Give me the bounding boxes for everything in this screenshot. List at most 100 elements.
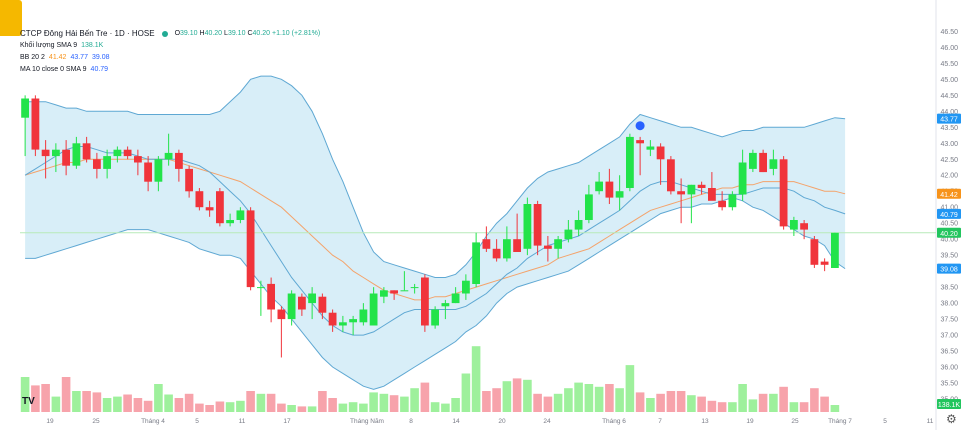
volume-bar xyxy=(799,402,809,412)
candle-body xyxy=(277,309,286,320)
volume-bar xyxy=(471,346,481,412)
y-tick-label: 44.50 xyxy=(940,93,958,100)
volume-bar xyxy=(728,402,737,412)
volume-bar xyxy=(236,400,245,412)
candle-body xyxy=(62,149,70,166)
volume-bar xyxy=(61,377,71,412)
volume-bar xyxy=(277,403,286,412)
legend-ma-row[interactable]: MA 10 close 0 SMA 9 40.79 xyxy=(20,64,320,76)
legend-bb-row[interactable]: BB 20 2 41.42 43.77 39.08 xyxy=(20,52,320,64)
settings-icon[interactable]: ⚙ xyxy=(946,412,957,426)
volume-bar xyxy=(482,391,491,412)
y-tick-label: 46.00 xyxy=(940,45,958,52)
candle-body xyxy=(544,245,552,249)
volume-bar xyxy=(830,405,840,412)
x-tick-label: 19 xyxy=(746,418,754,425)
candle-body xyxy=(472,242,480,284)
volume-bar xyxy=(51,396,61,412)
x-tick-label: Tháng 4 xyxy=(141,418,165,425)
candle-body xyxy=(226,220,234,224)
volume-bar xyxy=(605,384,614,412)
candle-body xyxy=(246,210,255,288)
candle-body xyxy=(236,210,245,220)
volume-bar xyxy=(748,399,758,412)
volume-bar xyxy=(31,385,40,412)
volume-bar xyxy=(102,398,112,412)
volume-bar xyxy=(400,396,409,412)
candle-body xyxy=(523,204,532,249)
candle-body xyxy=(800,223,808,230)
candle-body xyxy=(462,280,470,294)
y-tick-label: 45.50 xyxy=(940,61,958,68)
volume-sma-label: Khối lượng SMA 9 xyxy=(20,42,78,49)
x-tick-label: 25 xyxy=(791,418,799,425)
candle-body xyxy=(369,293,378,326)
candle-body xyxy=(503,239,511,259)
price-label-box xyxy=(937,227,961,238)
candle-body xyxy=(779,159,788,227)
volume-bar xyxy=(174,398,184,412)
volume-bar xyxy=(779,386,788,412)
event-marker xyxy=(635,121,645,131)
volume-bar xyxy=(20,377,30,412)
y-tick-label: 42.00 xyxy=(940,173,958,180)
candle-body xyxy=(636,140,644,144)
volume-bar xyxy=(676,391,686,412)
candle-body xyxy=(585,194,593,220)
price-label-box xyxy=(937,263,961,274)
y-tick-label: 38.00 xyxy=(940,301,958,308)
volume-bar xyxy=(564,388,573,412)
candle-body xyxy=(267,283,275,310)
y-tick-label: 40.50 xyxy=(940,221,958,228)
candle-body xyxy=(482,239,491,249)
volume-bar xyxy=(338,403,348,412)
x-tick-label: Tháng 6 xyxy=(602,418,626,425)
candle-body xyxy=(769,159,778,169)
y-tick-label: 37.00 xyxy=(940,333,958,340)
candle-body xyxy=(697,184,706,188)
candle-body xyxy=(72,143,81,166)
volume-bar xyxy=(205,405,214,412)
volume-bar xyxy=(769,393,778,412)
x-tick-label: Tháng Năm xyxy=(350,418,384,425)
candle-body xyxy=(441,303,450,307)
legend-title-row: CTCP Đông Hải Bến Tre · 1D · HOSE O39.10… xyxy=(20,28,320,40)
volume-bar xyxy=(717,402,727,412)
x-tick-label: 13 xyxy=(701,418,709,425)
candle-body xyxy=(687,184,696,195)
volume-bar xyxy=(820,396,829,412)
y-tick-label: 43.00 xyxy=(940,141,958,148)
volume-bar xyxy=(789,402,799,412)
price-label-text: 40.20 xyxy=(940,231,958,238)
ma-value: 40.79 xyxy=(90,66,109,73)
bb-upper-line xyxy=(25,75,846,278)
volume-bar xyxy=(41,384,50,412)
price-label-text: 40.79 xyxy=(940,212,958,219)
legend-volume-row[interactable]: Khối lượng SMA 9 138.1K xyxy=(20,40,320,52)
volume-bar xyxy=(184,393,194,412)
candle-body xyxy=(144,162,152,182)
volume-bar xyxy=(133,398,143,412)
candle-body xyxy=(328,312,337,326)
tradingview-logo[interactable]: TV xyxy=(22,396,35,407)
x-tick-label: 11 xyxy=(927,418,934,425)
volume-bar xyxy=(625,365,635,412)
o-value: 39.10 xyxy=(180,30,198,37)
volume-bar xyxy=(154,384,163,412)
candle-body xyxy=(810,239,819,265)
candle-body xyxy=(113,149,122,157)
volume-bar xyxy=(318,391,327,412)
x-tick-label: Tháng 7 xyxy=(828,418,852,425)
volume-bar xyxy=(225,402,235,412)
price-label-box xyxy=(937,208,961,219)
candle-body xyxy=(318,296,327,313)
candle-body xyxy=(93,159,101,169)
y-tick-label: 41.00 xyxy=(940,205,958,212)
candle-body xyxy=(185,168,193,192)
candle-body xyxy=(431,309,439,326)
volume-bar xyxy=(287,405,296,412)
candle-body xyxy=(195,191,204,208)
symbol-title[interactable]: CTCP Đông Hải Bến Tre · 1D · HOSE xyxy=(20,29,155,38)
candle-body xyxy=(728,194,737,208)
